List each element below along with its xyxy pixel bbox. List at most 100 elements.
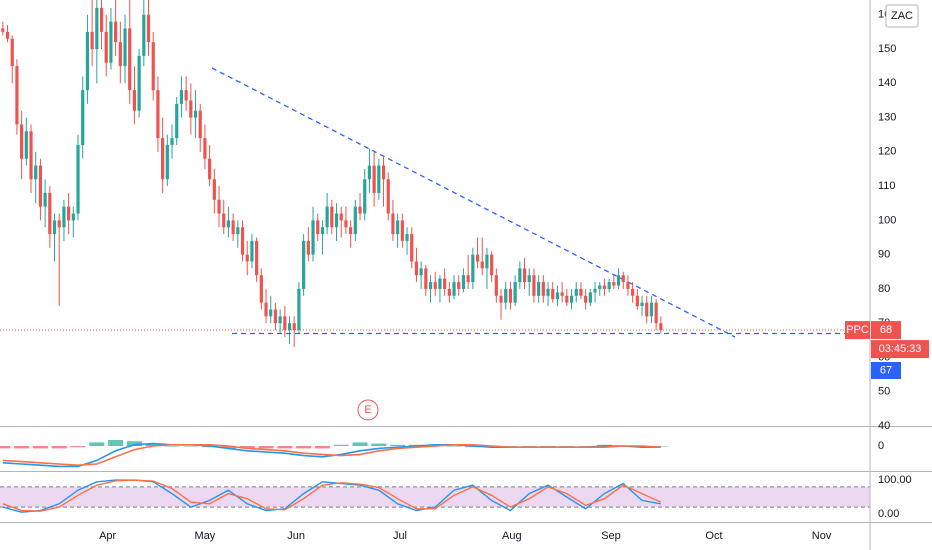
candle-body: [471, 254, 475, 283]
candle-body: [569, 295, 574, 303]
histogram-bar: [51, 446, 67, 449]
candle-body: [15, 66, 19, 125]
candle-body: [541, 282, 545, 296]
x-tick-label: Jul: [393, 530, 407, 542]
x-tick-label: Jun: [287, 530, 305, 542]
macd-pane: [0, 440, 669, 468]
y-tick-label: 140: [878, 77, 896, 89]
candle-body: [5, 31, 10, 39]
stoch-background: [0, 486, 870, 508]
y-tick-label: 80: [878, 283, 890, 295]
y-tick-label: 90: [878, 249, 890, 261]
band-fill: [0, 486, 870, 508]
candle-body: [358, 206, 362, 214]
candle-body: [443, 278, 447, 289]
histogram-bar: [371, 443, 387, 446]
candle-body: [565, 295, 569, 303]
candle-body: [128, 28, 132, 91]
stoch-pane: [2, 479, 662, 513]
candle-body: [532, 275, 536, 296]
candle-body: [118, 42, 122, 67]
candle-body: [579, 288, 583, 296]
histogram-bar: [578, 446, 594, 447]
candle-body: [38, 165, 43, 207]
candle-body: [621, 275, 625, 283]
candle-body: [311, 220, 315, 255]
candle-body: [598, 285, 602, 289]
candle-body: [537, 282, 541, 296]
candle-body: [363, 179, 367, 214]
candle-body: [631, 288, 635, 296]
candle-body: [349, 227, 353, 235]
candle-body: [24, 131, 28, 159]
candle-body: [485, 254, 489, 269]
candle-body: [424, 268, 428, 289]
histogram-bar: [390, 444, 406, 446]
candle-body: [574, 288, 578, 296]
histogram-bar: [0, 446, 11, 449]
candle-body: [146, 14, 151, 43]
scale-label-box: [885, 4, 919, 28]
last-price-box: [871, 321, 901, 340]
histogram-bar: [502, 446, 518, 447]
candle-body: [381, 165, 386, 180]
candle-body: [193, 110, 198, 118]
candle-body: [457, 282, 461, 289]
candle-body: [480, 261, 484, 269]
candle-body: [81, 90, 85, 145]
candle-body: [95, 7, 99, 50]
candle-body: [584, 295, 588, 303]
candle-body: [71, 213, 75, 221]
y-tick-label: 110: [878, 180, 896, 192]
macd-line: [2, 444, 661, 467]
y-tick-label: 130: [878, 111, 896, 123]
x-tick-label: Oct: [705, 530, 722, 542]
candle-body: [156, 90, 160, 139]
candle-body: [217, 199, 221, 214]
candle-body: [20, 124, 24, 159]
last-price-label: 68: [880, 324, 892, 336]
y-tick-label: 100: [878, 214, 896, 226]
candle-body: [377, 165, 381, 193]
y-tick-label: 0.00: [878, 508, 899, 520]
y-tick-label: 100.00: [878, 474, 912, 486]
stoch-line: [2, 479, 661, 513]
price-pane: [0, 0, 870, 348]
y-tick-label: 150: [878, 43, 896, 55]
candle-body: [43, 192, 47, 207]
x-tick-label: Nov: [812, 530, 832, 542]
histogram-bar: [108, 440, 124, 446]
labels: 405060708090100110120130140150160AprMayJ…: [99, 4, 929, 542]
candle-body: [546, 288, 550, 296]
candle-body: [170, 138, 174, 145]
candle-body: [475, 254, 480, 262]
candle-body: [649, 302, 654, 317]
histogram-bar: [559, 446, 575, 447]
candle-body: [405, 234, 409, 241]
candle-body: [10, 38, 14, 67]
candle-body: [612, 282, 616, 286]
candle-body: [466, 275, 470, 283]
candle-body: [513, 282, 517, 303]
candle-body: [522, 268, 527, 283]
candle-body: [325, 206, 329, 228]
candle-body: [438, 278, 442, 289]
histogram-bar: [239, 446, 255, 449]
candle-body: [353, 206, 357, 235]
countdown-label: 03:45:33: [879, 343, 922, 355]
candle-body: [29, 131, 33, 180]
candle-body: [551, 288, 555, 300]
candle-body: [452, 282, 456, 296]
candle-body: [292, 323, 296, 331]
candle-body: [264, 302, 268, 317]
histogram-bar: [258, 446, 274, 449]
histogram-bar: [296, 446, 312, 449]
candle-body: [142, 14, 146, 56]
histogram-bar: [521, 446, 537, 447]
candle-body: [297, 288, 301, 331]
candle-body: [198, 110, 202, 139]
candle-body: [626, 282, 630, 289]
candle-body: [236, 227, 240, 235]
